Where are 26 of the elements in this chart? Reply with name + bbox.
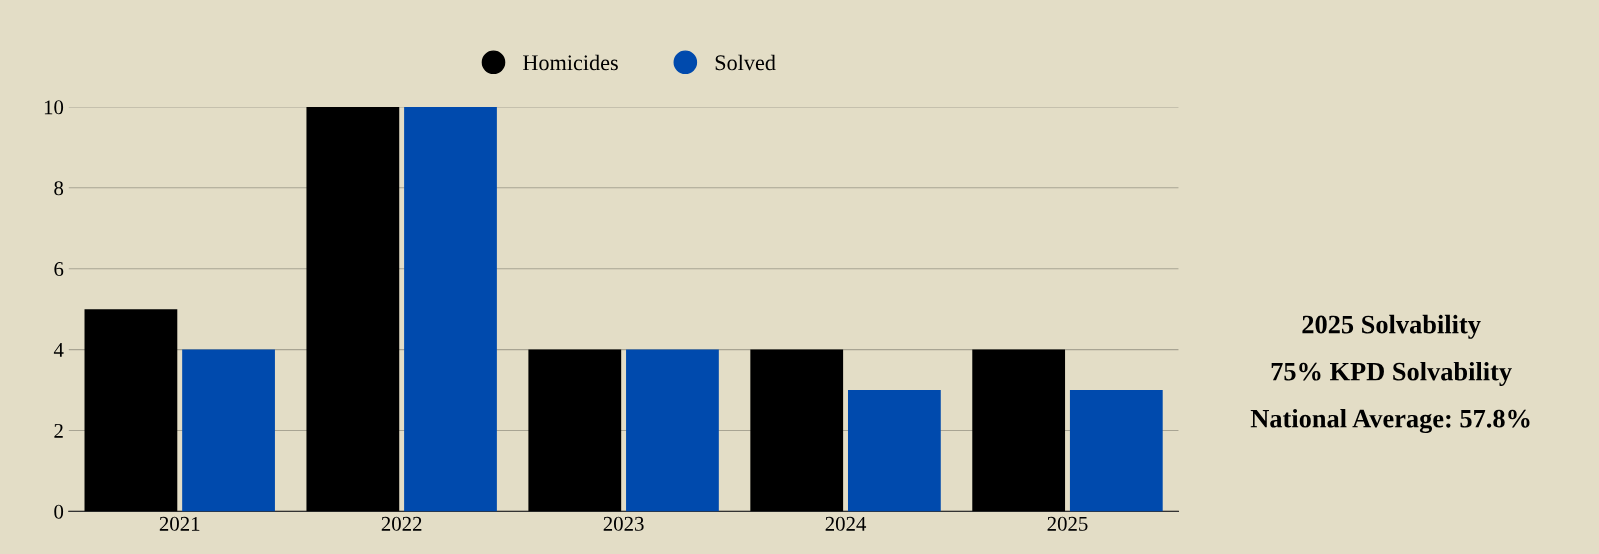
legend-label: Solved bbox=[715, 54, 776, 71]
y-tick-label: 10 bbox=[44, 100, 64, 115]
x-tick-label: 2025 bbox=[1047, 516, 1088, 531]
text: 2025 Solvability bbox=[1302, 314, 1481, 339]
y-tick-label: 0 bbox=[54, 504, 64, 519]
legend-label: Homicides bbox=[523, 54, 618, 71]
bar bbox=[528, 349, 622, 512]
bar bbox=[1069, 390, 1163, 512]
x-tick-label: 2024 bbox=[825, 516, 867, 531]
bar bbox=[972, 349, 1066, 512]
x-tick-label: 2022 bbox=[381, 516, 422, 531]
y-tick-label: 4 bbox=[53, 343, 64, 357]
bar bbox=[847, 390, 941, 512]
bar bbox=[626, 349, 719, 512]
text: 75% KPD Solvability bbox=[1271, 361, 1512, 386]
text: National Average: 57.8% bbox=[1250, 408, 1530, 434]
y-tick-label: 8 bbox=[54, 181, 64, 196]
bar bbox=[404, 106, 497, 512]
bar bbox=[306, 106, 400, 512]
bar bbox=[182, 349, 275, 512]
y-tick-label: 2 bbox=[54, 423, 63, 438]
x-tick-label: 2021 bbox=[159, 516, 200, 531]
bar bbox=[84, 309, 178, 512]
x-tick-label: 2023 bbox=[603, 516, 644, 531]
y-tick-label: 6 bbox=[54, 262, 64, 277]
bar bbox=[750, 349, 844, 512]
